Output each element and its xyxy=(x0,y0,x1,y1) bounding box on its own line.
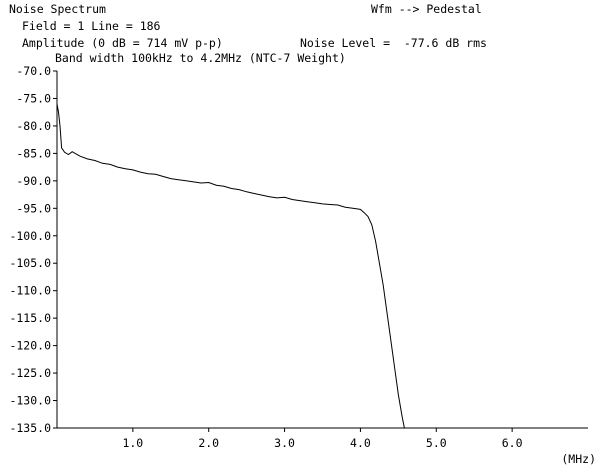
x-tick-label: 1.0 xyxy=(122,436,143,450)
y-tick-label: -105.0 xyxy=(9,256,51,270)
y-tick-label: -110.0 xyxy=(9,284,51,298)
mode-label: Wfm --> Pedestal xyxy=(371,2,482,16)
x-tick-label: 2.0 xyxy=(198,436,219,450)
noise-level-label: Noise Level = -77.6 dB rms xyxy=(300,36,487,50)
y-tick-label: -75.0 xyxy=(16,91,51,105)
y-tick-label: -95.0 xyxy=(16,201,51,215)
x-tick-label: 4.0 xyxy=(350,436,371,450)
y-tick-label: -135.0 xyxy=(9,421,51,435)
x-tick-label: 6.0 xyxy=(502,436,523,450)
y-tick-label: -130.0 xyxy=(9,394,51,408)
x-axis-label: (MHz) xyxy=(561,452,596,466)
field-line-label: Field = 1 Line = 186 xyxy=(22,19,161,33)
y-tick-label: -115.0 xyxy=(9,311,51,325)
amplitude-label: Amplitude (0 dB = 714 mV p-p) xyxy=(22,36,223,50)
y-tick-label: -85.0 xyxy=(16,146,51,160)
y-tick-label: -70.0 xyxy=(16,64,51,78)
y-tick-label: -120.0 xyxy=(9,339,51,353)
x-tick-label: 3.0 xyxy=(274,436,295,450)
x-tick-label: 5.0 xyxy=(426,436,447,450)
noise-spectrum-line xyxy=(56,103,405,429)
bandwidth-label: Band width 100kHz to 4.2MHz (NTC-7 Weigh… xyxy=(55,51,346,65)
y-tick-label: -125.0 xyxy=(9,366,51,380)
y-tick-label: -90.0 xyxy=(16,174,51,188)
y-tick-label: -100.0 xyxy=(9,229,51,243)
y-tick-label: -80.0 xyxy=(16,119,51,133)
chart-title: Noise Spectrum xyxy=(9,2,106,16)
